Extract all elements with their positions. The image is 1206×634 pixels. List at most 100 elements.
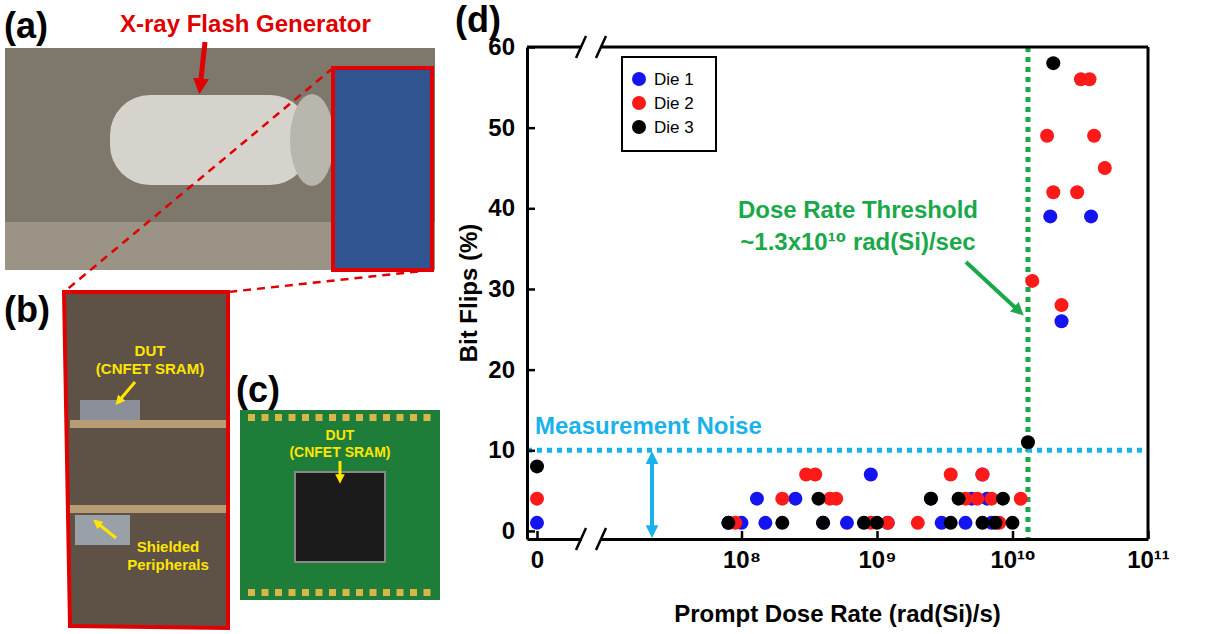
- x-tick-mark: [536, 531, 539, 539]
- data-point: [989, 516, 1003, 530]
- arrow: [118, 382, 135, 402]
- data-point: [1046, 56, 1060, 70]
- photo-shelf: [70, 420, 226, 428]
- photo-pad: [329, 414, 336, 421]
- panel-letter: (a): [4, 5, 48, 46]
- photo-pad: [262, 414, 269, 421]
- y-tick-mark: [527, 288, 535, 291]
- x-tick-label: 10⁸: [723, 546, 761, 573]
- plot-frame: [1147, 47, 1150, 539]
- photo-pad: [289, 589, 296, 596]
- y-tick-label: 60: [488, 33, 515, 60]
- arrow: [339, 461, 342, 480]
- data-point: [1021, 435, 1035, 449]
- x-tick: 10⁸: [723, 531, 761, 573]
- photo-pad: [248, 414, 255, 421]
- photo-pad: [383, 589, 390, 596]
- data-point: [775, 492, 789, 506]
- data-point: [944, 516, 958, 530]
- data-point: [816, 516, 830, 530]
- data-point: [1087, 129, 1101, 143]
- photo-background: [5, 48, 435, 270]
- photo-label: Peripherals: [127, 556, 209, 573]
- y-tick-mark: [527, 208, 535, 211]
- axis-break-gap: [582, 44, 600, 50]
- data-point: [775, 516, 789, 530]
- data-point: [911, 516, 925, 530]
- photo-pad: [410, 414, 417, 421]
- data-point: [530, 459, 544, 473]
- photo-pad: [356, 414, 363, 421]
- legend-label: Die 3: [654, 118, 694, 137]
- y-tick: 20: [488, 356, 535, 383]
- axis-break-mark: [576, 528, 586, 550]
- x-tick-mark: [876, 531, 879, 539]
- axis-break-mark: [576, 36, 586, 58]
- photo-label: Shielded: [137, 538, 200, 555]
- data-point: [924, 492, 938, 506]
- y-tick-mark: [527, 530, 535, 533]
- legend-label: Die 2: [654, 94, 694, 113]
- data-point: [530, 492, 544, 506]
- annotation-label: Dose Rate Threshold: [738, 196, 978, 223]
- y-tick-label: 50: [488, 114, 515, 141]
- y-tick: 50: [488, 114, 535, 141]
- data-point: [952, 492, 966, 506]
- noise-line: [527, 448, 1148, 453]
- data-point: [996, 492, 1010, 506]
- data-point: [1043, 209, 1057, 223]
- photo-pad: [424, 414, 431, 421]
- x-axis-title: Prompt Dose Rate (rad(Si)/s): [674, 600, 1001, 627]
- photo-label: (CNFET SRAM): [289, 444, 390, 460]
- data-point: [1098, 161, 1112, 175]
- photo-pad: [343, 589, 350, 596]
- x-tick-mark: [741, 531, 744, 539]
- y-tick: 10: [488, 436, 535, 463]
- legend-label: Die 1: [654, 70, 694, 89]
- x-tick: 0: [531, 531, 544, 573]
- data-point: [870, 516, 884, 530]
- photo-pad: [329, 589, 336, 596]
- panel-letter: (b): [4, 289, 50, 330]
- series-points: [530, 209, 1098, 529]
- x-tick-label: 10¹⁰: [990, 546, 1035, 573]
- x-axis-line: [528, 538, 1149, 541]
- plot-area: [527, 47, 1148, 539]
- data-point: [1055, 298, 1069, 312]
- data-point: [975, 467, 989, 481]
- series-points: [530, 72, 1112, 530]
- photo-pad: [383, 414, 390, 421]
- panel-letter: (c): [236, 369, 280, 410]
- y-tick: 40: [488, 194, 535, 221]
- plot-frame: [527, 46, 1148, 49]
- threshold-line: [1025, 47, 1030, 539]
- data-point: [721, 516, 735, 530]
- axis-break-mark: [596, 528, 606, 550]
- x-tick: 10¹⁰: [990, 531, 1035, 573]
- data-point: [944, 467, 958, 481]
- legend-symbol: [632, 120, 646, 134]
- data-point: [1025, 274, 1039, 288]
- data-point: [1082, 72, 1096, 86]
- data-point: [1070, 185, 1084, 199]
- photo-panel-b: DUT(CNFET SRAM)ShieldedPeripherals: [64, 292, 228, 628]
- photo-pad: [397, 589, 404, 596]
- y-axis-title: Bit Flips (%): [455, 224, 482, 363]
- photo-background: [64, 292, 228, 628]
- y-tick-label: 20: [488, 356, 515, 383]
- data-point: [924, 492, 938, 506]
- photo-pad: [356, 589, 363, 596]
- photo-pad: [316, 589, 323, 596]
- data-point: [1055, 314, 1069, 328]
- y-tick-label: 0: [502, 517, 515, 544]
- x-tick-label: 10⁹: [858, 546, 896, 573]
- y-tick: 30: [488, 275, 535, 302]
- data-point: [788, 492, 802, 506]
- data-point: [750, 492, 764, 506]
- photo-pad: [289, 414, 296, 421]
- data-point: [808, 467, 822, 481]
- data-point: [1046, 185, 1060, 199]
- photo-label: DUT: [135, 342, 166, 359]
- data-point: [1040, 129, 1054, 143]
- data-point: [1014, 492, 1028, 506]
